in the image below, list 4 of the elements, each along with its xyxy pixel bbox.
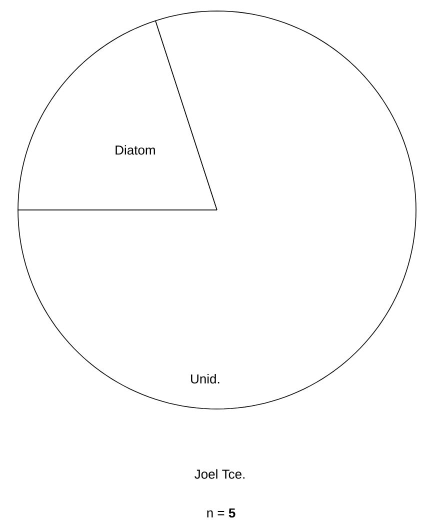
text: Joel Tce. xyxy=(194,469,244,479)
slice-label: Unid. xyxy=(191,374,220,384)
slice-label: Diatom xyxy=(116,145,155,155)
text: n = 5 xyxy=(207,508,236,518)
